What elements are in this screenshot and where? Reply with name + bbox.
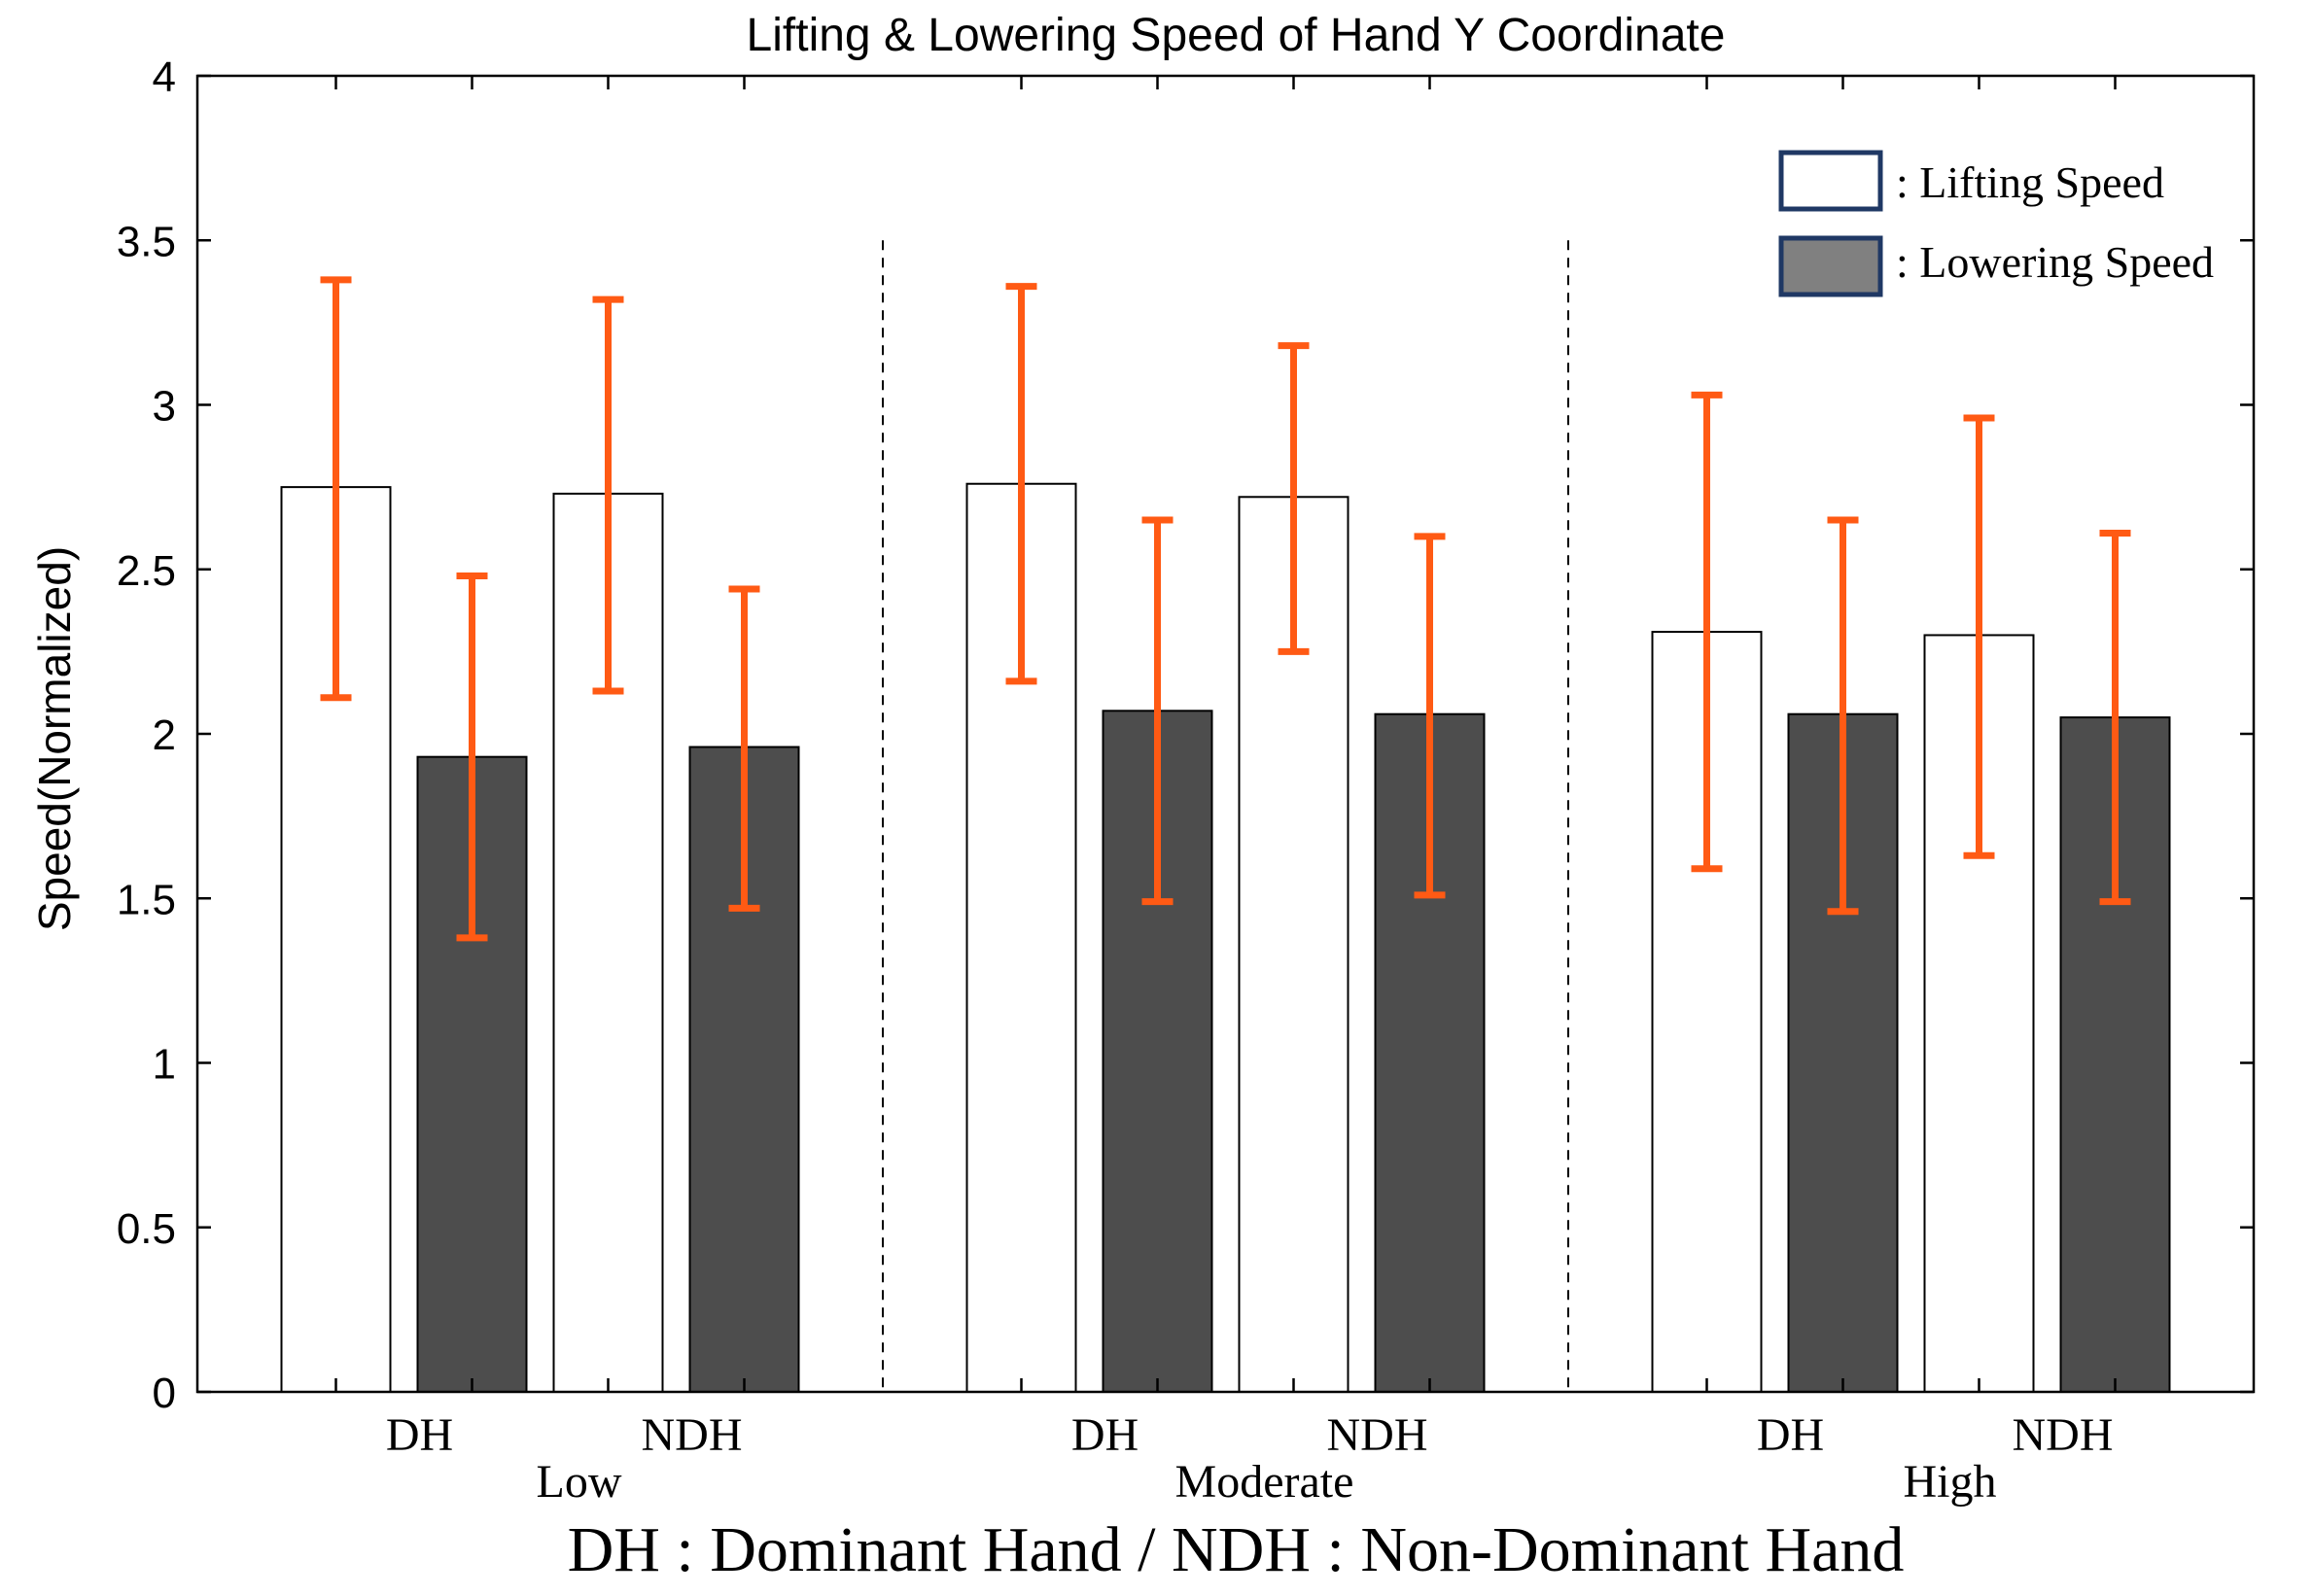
x-subgroup-label: NDH <box>1327 1409 1428 1461</box>
y-tick-label: 1 <box>153 1041 176 1089</box>
y-tick-label: 2 <box>153 711 176 759</box>
y-tick-label: 0.5 <box>117 1205 176 1253</box>
x-axis-label: DH : Dominant Hand / NDH : Non-Dominant … <box>568 1514 1905 1585</box>
x-subgroup-label: DH <box>1757 1409 1824 1461</box>
x-subgroup-label: NDH <box>2013 1409 2114 1461</box>
y-axis-label: Speed(Normalized) <box>29 546 80 931</box>
legend-label-lowering: : Lowering Speed <box>1896 237 2214 287</box>
legend-swatch-lifting <box>1778 150 1883 212</box>
axis-ticks: 0 0.5 1 1.5 2 2.5 3 3.5 4 <box>117 53 2254 1417</box>
legend-label-lifting: : Lifting Speed <box>1896 157 2164 207</box>
bars <box>280 482 2171 1393</box>
y-tick-label: 2.5 <box>117 547 176 595</box>
legend-swatch-lowering <box>1778 235 1883 297</box>
x-subgroup-label: DH <box>386 1409 453 1461</box>
y-tick-label: 0 <box>153 1370 176 1417</box>
y-tick-label: 1.5 <box>117 876 176 923</box>
x-group-label: Moderate <box>1175 1456 1354 1508</box>
legend: : Lifting Speed : Lowering Speed <box>1778 150 2214 297</box>
x-group-label: Low <box>537 1456 622 1508</box>
y-tick-label: 4 <box>153 53 176 101</box>
x-subgroup-label: NDH <box>642 1409 743 1461</box>
x-group-label: High <box>1904 1456 1997 1508</box>
error-bars <box>320 276 2131 942</box>
chart-title: Lifting & Lowering Speed of Hand Y Coord… <box>747 10 1726 61</box>
y-tick-label: 3 <box>153 383 176 431</box>
y-tick-label: 3.5 <box>117 218 176 265</box>
x-subgroup-label: DH <box>1071 1409 1139 1461</box>
